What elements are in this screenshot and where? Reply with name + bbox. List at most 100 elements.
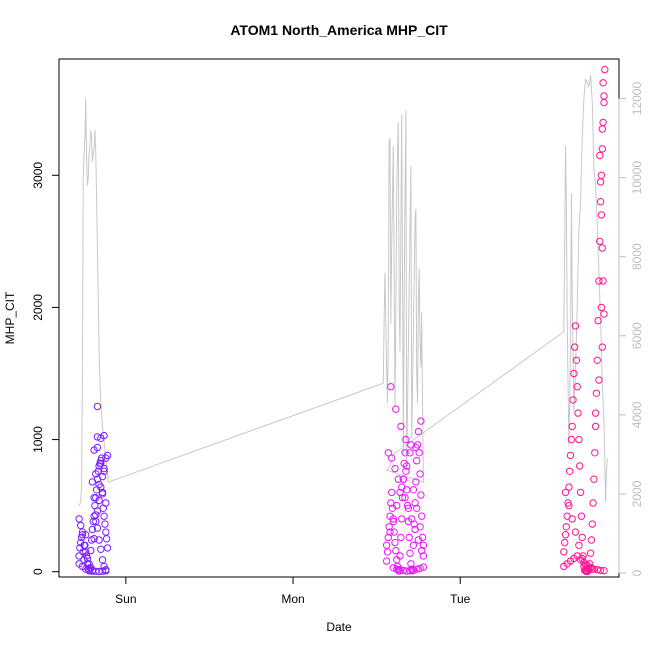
data-point — [598, 145, 606, 153]
data-point — [562, 523, 570, 531]
y-tick-label-left: 1000 — [31, 426, 45, 453]
x-tick-label: Sun — [115, 592, 136, 606]
data-point — [574, 409, 582, 417]
data-point — [382, 557, 391, 565]
data-point — [412, 443, 420, 452]
data-point — [100, 464, 108, 473]
x-axis-label: Date — [326, 620, 352, 634]
data-point — [591, 422, 600, 431]
data-point — [417, 417, 425, 425]
data-point — [565, 501, 573, 510]
x-tick-label: Tue — [450, 592, 471, 606]
data-point — [399, 475, 408, 483]
data-point — [599, 277, 607, 285]
y-tick-label-right: 2000 — [630, 480, 644, 507]
data-point — [387, 383, 395, 391]
data-point — [88, 525, 97, 534]
data-point — [561, 531, 570, 539]
data-point — [599, 118, 607, 127]
data-point — [596, 566, 605, 575]
data-point — [407, 560, 415, 568]
data-point — [401, 494, 409, 502]
data-point — [100, 512, 108, 520]
data-point — [90, 535, 98, 543]
data-point — [600, 98, 608, 107]
data-point — [406, 549, 414, 557]
data-point — [595, 376, 603, 384]
data-point — [587, 536, 596, 544]
data-point — [387, 499, 395, 507]
chart-title: ATOM1 North_America MHP_CIT — [230, 22, 448, 38]
y-tick-label-right: 6000 — [630, 322, 644, 349]
data-point — [391, 464, 399, 473]
data-point — [102, 499, 110, 507]
data-point — [599, 79, 607, 87]
data-point — [405, 533, 413, 542]
data-point — [412, 478, 420, 486]
data-point — [576, 462, 584, 470]
data-point — [416, 470, 424, 478]
data-point — [413, 565, 421, 573]
data-point — [93, 402, 102, 411]
data-point — [409, 541, 418, 549]
data-point — [383, 548, 392, 556]
data-point — [600, 567, 608, 575]
data-point — [596, 178, 605, 186]
data-point — [78, 531, 87, 539]
data-point — [390, 528, 398, 536]
data-point — [600, 92, 608, 100]
data-point — [93, 524, 102, 532]
data-point — [98, 490, 107, 498]
data-point — [411, 499, 419, 507]
data-point — [95, 536, 103, 544]
data-point — [98, 472, 107, 481]
data-point — [413, 504, 421, 512]
data-point — [385, 523, 393, 531]
y-axis-right: 0 2000 4000 6000 8000 10000 12000 — [618, 82, 644, 576]
data-point — [97, 454, 106, 462]
data-point — [588, 565, 596, 573]
data-point — [97, 459, 105, 468]
data-point — [572, 356, 581, 364]
data-point — [413, 457, 421, 465]
data-point — [598, 343, 606, 351]
data-point — [590, 475, 598, 483]
data-point — [578, 533, 586, 542]
data-point — [593, 356, 601, 364]
data-point — [393, 501, 401, 510]
data-point — [561, 488, 570, 497]
data-point — [90, 512, 98, 520]
data-point — [589, 499, 597, 507]
x-tick-label: Mon — [281, 592, 304, 606]
data-point — [565, 483, 573, 491]
data-point — [561, 538, 569, 547]
data-point — [415, 449, 423, 457]
y-tick-label-right: 4000 — [630, 401, 644, 428]
data-point — [597, 303, 606, 312]
y-axis-label: MHP_CIT — [3, 291, 17, 344]
data-point — [419, 541, 428, 549]
data-point — [103, 544, 112, 552]
y-tick-label-left: 2000 — [31, 294, 45, 321]
data-point — [598, 244, 606, 252]
data-point — [85, 560, 93, 568]
data-point — [568, 422, 576, 431]
plot-frame — [58, 58, 620, 578]
data-point — [569, 396, 577, 404]
data-point — [400, 459, 408, 468]
data-point — [75, 515, 83, 523]
data-point — [83, 554, 92, 563]
data-point — [389, 517, 397, 526]
data-point — [93, 507, 102, 515]
data-point — [406, 449, 414, 457]
data-point — [103, 451, 112, 460]
data-point — [591, 409, 600, 417]
data-point — [82, 531, 90, 539]
series-points-1 — [382, 383, 428, 575]
series-points-2 — [560, 65, 609, 576]
data-point — [382, 541, 391, 549]
data-point — [414, 427, 423, 436]
data-point — [567, 435, 576, 444]
data-point — [102, 535, 111, 543]
data-point — [570, 369, 578, 378]
